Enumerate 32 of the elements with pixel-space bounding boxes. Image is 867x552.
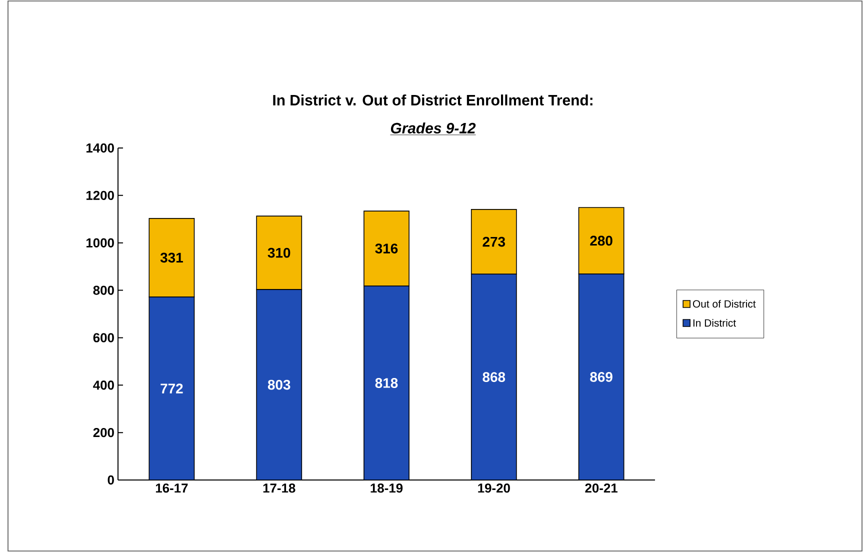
y-tick-label: 600 xyxy=(93,333,114,342)
data-label: 310 xyxy=(268,248,290,258)
bar xyxy=(364,286,410,480)
data-label: 868 xyxy=(482,372,506,382)
data-label: 803 xyxy=(268,380,290,390)
y-tick-label: 1200 xyxy=(86,190,114,200)
data-label: 280 xyxy=(590,236,612,246)
y-tick-label: 0 xyxy=(108,475,114,485)
data-label: 772 xyxy=(160,384,183,394)
x-tick-label: 19-20 xyxy=(478,484,510,493)
legend-label: In District xyxy=(693,318,736,327)
data-label: 273 xyxy=(482,236,506,247)
data-label: 316 xyxy=(375,244,398,254)
chart-subtitle: Grades 9-12 xyxy=(390,122,476,134)
y-tick-label: 1000 xyxy=(86,238,114,248)
x-tick-label: 17-18 xyxy=(263,484,296,493)
data-label: 818 xyxy=(375,378,398,388)
y-tick-label: 1400 xyxy=(86,143,114,153)
data-label: 869 xyxy=(590,372,612,382)
bar xyxy=(578,274,624,480)
legend-label: Out of District xyxy=(692,300,756,308)
x-tick-label: 18-19 xyxy=(370,484,403,493)
y-tick-label: 200 xyxy=(93,428,114,438)
y-tick-label: 800 xyxy=(93,286,114,295)
data-label: 331 xyxy=(160,252,183,263)
x-tick-label: 16-17 xyxy=(156,484,188,493)
bar xyxy=(470,274,517,480)
x-tick-label: 20-21 xyxy=(585,484,618,493)
bar xyxy=(148,296,195,480)
bar xyxy=(256,289,302,480)
y-tick-label: 400 xyxy=(93,380,114,390)
chart-title: In District v. Out of District Enrollment Trend: xyxy=(273,94,592,106)
